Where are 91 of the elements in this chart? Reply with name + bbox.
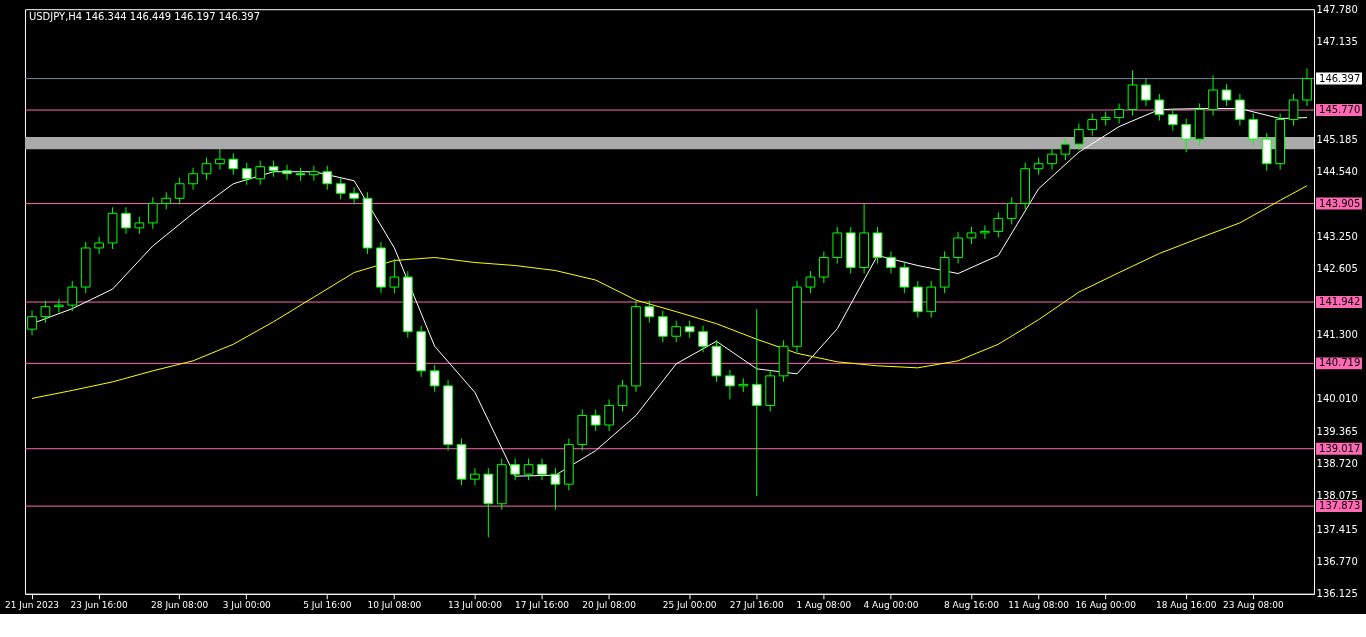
- candlestick: [1047, 147, 1057, 171]
- x-tick-label: 13 Jul 00:00: [447, 600, 503, 611]
- ref-line-label: 145.770: [1319, 104, 1361, 116]
- y-tick-label: 138.720: [1316, 458, 1358, 470]
- candlestick: [40, 300, 51, 324]
- candlestick: [805, 270, 816, 294]
- y-tick-label: 147.135: [1316, 36, 1358, 48]
- candlestick: [1248, 113, 1259, 146]
- y-tick-label: 140.010: [1316, 393, 1358, 405]
- ref-line-label: 146.397: [1319, 72, 1361, 84]
- candlestick: [657, 310, 668, 343]
- y-tick-label: 145.185: [1316, 133, 1358, 145]
- y-tick-label: 147.780: [1316, 3, 1358, 15]
- candlestick: [429, 364, 440, 393]
- x-tick-label: 1 Aug 08:00: [796, 600, 852, 611]
- candlestick: [1073, 123, 1084, 151]
- candlestick: [1006, 196, 1017, 225]
- y-tick-label: 144.540: [1316, 166, 1358, 178]
- x-tick-label: 20 Jul 08:00: [582, 600, 637, 611]
- x-tick-label: 10 Jul 08:00: [367, 600, 422, 611]
- candlestick: [1181, 118, 1192, 153]
- candlestick: [389, 258, 400, 294]
- x-tick-label: 27 Jul 16:00: [729, 600, 784, 611]
- ref-line-label: 137.873: [1319, 500, 1361, 512]
- candlestick: [886, 250, 896, 275]
- x-tick-label: 17 Jul 16:00: [515, 600, 570, 611]
- candlestick: [1302, 67, 1312, 107]
- candlestick: [349, 186, 359, 205]
- candlestick: [1114, 103, 1124, 125]
- candlestick: [67, 280, 78, 312]
- candlestick: [215, 148, 225, 171]
- candlestick: [980, 224, 990, 240]
- y-tick-label: 137.415: [1316, 523, 1358, 535]
- x-tick-label: 11 Aug 08:00: [1008, 600, 1070, 611]
- candlestick: [94, 236, 104, 255]
- candlestick: [590, 408, 601, 432]
- candlestick: [523, 458, 534, 481]
- y-tick-label: 142.605: [1316, 263, 1358, 275]
- candlestick: [282, 164, 292, 181]
- candlestick: [953, 231, 963, 265]
- candlestick: [241, 162, 252, 186]
- candlestick: [201, 157, 212, 181]
- ref-line-label: 140.719: [1319, 357, 1361, 369]
- y-tick-label: 139.365: [1316, 425, 1358, 437]
- y-tick-label: 143.250: [1316, 230, 1358, 242]
- x-tick-label: 28 Jun 08:00: [151, 600, 209, 611]
- candlestick: [818, 250, 829, 284]
- x-tick-label: 25 Jul 00:00: [662, 600, 717, 611]
- candlestick: [644, 300, 655, 324]
- candlestick: [1288, 93, 1299, 127]
- ref-line-label: 143.905: [1319, 197, 1361, 209]
- candlestick: [1060, 137, 1071, 161]
- y-tick-label: 141.300: [1316, 328, 1358, 340]
- y-tick-label: 136.125: [1316, 588, 1358, 600]
- candlestick: [147, 196, 158, 230]
- x-tick-label: 4 Aug 00:00: [863, 600, 919, 611]
- candlestick: [470, 467, 480, 486]
- ref-line-label: 139.017: [1319, 442, 1361, 454]
- candlestick: [725, 369, 735, 400]
- candlestick: [335, 177, 346, 200]
- candlestick: [617, 379, 628, 412]
- x-tick-label: 18 Aug 16:00: [1155, 600, 1217, 611]
- x-tick-label: 16 Aug 00:00: [1075, 600, 1137, 611]
- candlestick: [1221, 83, 1232, 107]
- y-tick-label: 138.075: [1316, 490, 1358, 502]
- x-tick-label: 23 Aug 08:00: [1223, 600, 1284, 611]
- candlestick: [322, 165, 333, 191]
- ref-line-label: 141.942: [1319, 296, 1361, 308]
- x-tick-label: 3 Jul 00:00: [222, 600, 272, 611]
- chart-title: USDJPY,H4 146.344 146.449 146.197 146.397: [28, 11, 261, 23]
- candlestick: [54, 298, 64, 314]
- x-tick-label: 5 Jul 16:00: [303, 600, 352, 611]
- candlestick: [604, 398, 614, 432]
- candlestick: [671, 320, 682, 343]
- x-tick-label: 8 Aug 16:00: [944, 600, 1000, 611]
- candlestick: [698, 325, 708, 353]
- candlestick: [993, 211, 1004, 238]
- candlestick: [174, 177, 185, 205]
- candlestick: [1141, 78, 1151, 107]
- x-tick-label: 23 Jun 16:00: [70, 600, 128, 611]
- y-tick-label: 136.770: [1316, 555, 1358, 567]
- line-series: [31, 185, 1308, 399]
- candlestick: [121, 206, 131, 235]
- candlestick: [228, 152, 239, 176]
- candlestick: [188, 167, 198, 191]
- candlestick: [1087, 113, 1098, 137]
- candlestick: [255, 160, 266, 186]
- candlestick: [1208, 74, 1218, 117]
- candlestick: [309, 165, 319, 182]
- candlestick: [899, 261, 910, 294]
- x-tick-label: 21 Jun 2023: [5, 600, 60, 611]
